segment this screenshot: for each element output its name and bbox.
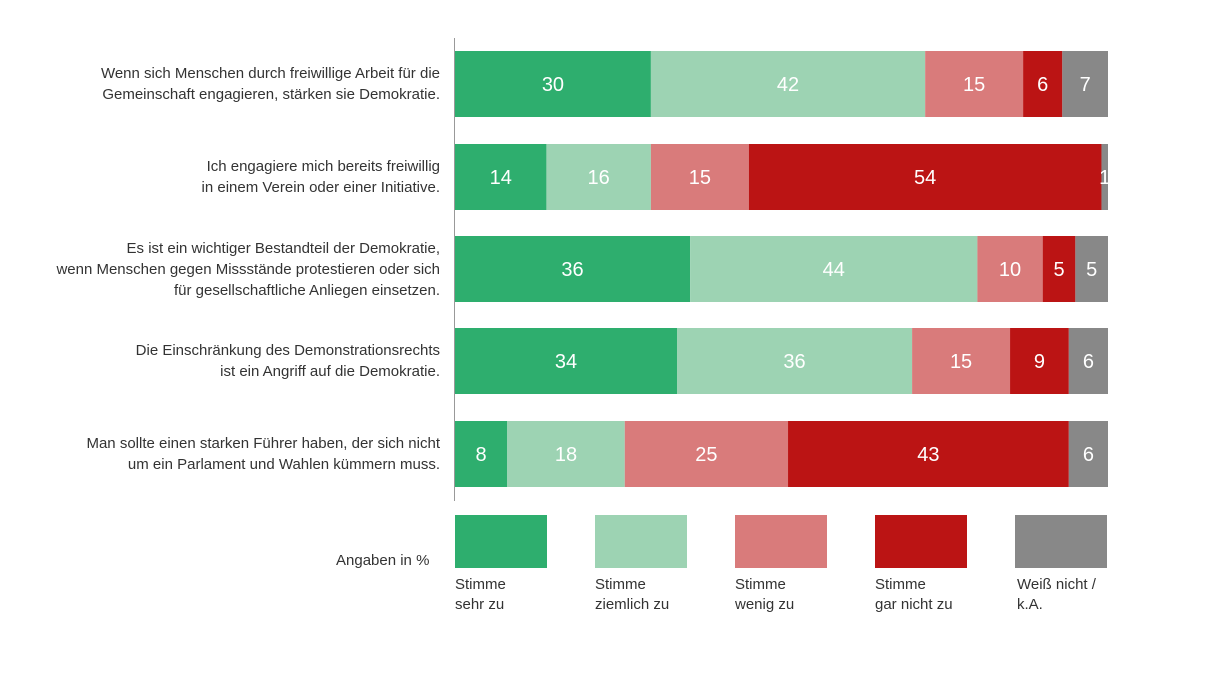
data-label: 9 xyxy=(1034,351,1045,373)
data-label: 6 xyxy=(1037,74,1048,96)
bar-segment xyxy=(650,144,749,210)
data-label: 42 xyxy=(777,74,799,96)
legend-label-line: k.A. xyxy=(1017,596,1043,613)
category-label-line: um ein Parlament und Wahlen kümmern muss… xyxy=(127,456,440,473)
category-label-line: Gemeinschaft engagieren, stärken sie Dem… xyxy=(102,86,440,103)
category-label: Es ist ein wichtiger Bestandteil der Dem… xyxy=(0,238,440,301)
legend-label: Stimme gar nicht zu xyxy=(875,575,953,615)
category-label-line: Es ist ein wichtiger Bestandteil der Dem… xyxy=(126,239,440,257)
bar-segment xyxy=(912,328,1011,394)
bar-segment xyxy=(677,328,913,394)
data-label: 5 xyxy=(1053,259,1064,281)
legend-label-line: wenig zu xyxy=(735,596,795,613)
category-label: Die Einschränkung des Demonstrationsrech… xyxy=(0,340,440,382)
bar-segment xyxy=(1068,328,1108,394)
data-label: 15 xyxy=(963,74,985,96)
category-label-line: Ich engagiere mich bereits freiwillig xyxy=(206,158,440,175)
category-label-line: Man sollte einen starken Führer haben, d… xyxy=(86,435,440,452)
legend-label-line: Stimme xyxy=(455,576,506,593)
bar-segment xyxy=(455,144,547,210)
bar-segment xyxy=(690,236,978,302)
bar-segment xyxy=(1062,51,1108,117)
category-label-line: in einem Verein oder einer Initiative. xyxy=(201,179,440,196)
legend-swatch xyxy=(455,515,547,568)
legend-label-line: gar nicht zu xyxy=(875,596,953,613)
bar-segment xyxy=(1101,144,1108,210)
data-label: 15 xyxy=(950,351,972,373)
category-label-line: für gesellschaftliche Anliegen einsetzen… xyxy=(173,281,440,299)
bar-segment xyxy=(788,421,1069,487)
category-label: Man sollte einen starken Führer haben, d… xyxy=(0,433,440,475)
bar-segment xyxy=(1042,236,1076,302)
data-label: 36 xyxy=(783,351,805,373)
data-label: 6 xyxy=(1083,444,1094,466)
bar-segment xyxy=(455,421,508,487)
data-label: 15 xyxy=(689,167,711,189)
data-label: 1 xyxy=(1099,167,1110,189)
legend-label-line: Stimme xyxy=(595,576,646,593)
legend-swatch xyxy=(1015,515,1107,568)
legend-swatch xyxy=(875,515,967,568)
bar-segment xyxy=(1075,236,1108,302)
bar-segment xyxy=(455,236,691,302)
bar-segment xyxy=(925,51,1024,117)
data-label: 6 xyxy=(1083,351,1094,373)
legend-swatch xyxy=(595,515,687,568)
category-label: Ich engagiere mich bereits freiwillig in … xyxy=(0,156,440,198)
legend-label-line: ziemlich zu xyxy=(595,596,670,613)
bar-segment xyxy=(455,51,651,117)
units-note: Angaben in % xyxy=(336,552,430,569)
legend-label: Stimme wenig zu xyxy=(735,575,794,615)
legend-label: Weiß nicht / k.A. xyxy=(1017,575,1096,615)
data-label: 5 xyxy=(1086,259,1097,281)
bar-segment xyxy=(624,421,789,487)
data-label: 16 xyxy=(588,167,610,189)
category-label-line: Die Einschränkung des Demonstrationsrech… xyxy=(135,342,440,359)
bar-segment xyxy=(977,236,1043,302)
y-axis-line xyxy=(454,38,455,501)
legend-label: Stimme ziemlich zu xyxy=(595,575,669,615)
data-label: 8 xyxy=(476,444,487,466)
data-label: 34 xyxy=(555,351,577,373)
legend-label-line: Stimme xyxy=(735,576,786,593)
bar-segment xyxy=(1010,328,1069,394)
data-label: 7 xyxy=(1080,74,1091,96)
data-label: 18 xyxy=(555,444,577,466)
bar-segment xyxy=(455,328,678,394)
category-label-line: wenn Menschen gegen Missstände protestie… xyxy=(56,260,440,278)
legend-label-line: Stimme xyxy=(875,576,926,593)
legend-label-line: Weiß nicht / xyxy=(1017,576,1096,593)
bar-segment xyxy=(650,51,926,117)
legend-label-line: sehr zu xyxy=(455,596,505,613)
bar-segment xyxy=(1023,51,1063,117)
bar-segment xyxy=(507,421,625,487)
data-label: 44 xyxy=(823,259,845,281)
category-label-line: ist ein Angriff auf die Demokratie. xyxy=(220,363,440,380)
legend-swatch xyxy=(735,515,827,568)
data-label: 10 xyxy=(999,259,1021,281)
data-label: 54 xyxy=(914,167,936,189)
bar-segment xyxy=(748,144,1102,210)
category-label: Wenn sich Menschen durch freiwillige Arb… xyxy=(0,63,440,105)
category-label-line: Wenn sich Menschen durch freiwillige Arb… xyxy=(100,65,440,82)
data-label: 43 xyxy=(917,444,939,466)
legend-label: Stimme sehr zu xyxy=(455,575,506,615)
data-label: 30 xyxy=(542,74,564,96)
bar-segment xyxy=(1068,421,1108,487)
data-label: 36 xyxy=(561,259,583,281)
data-label: 14 xyxy=(490,167,512,189)
data-label: 25 xyxy=(695,444,717,466)
bar-segment xyxy=(546,144,651,210)
